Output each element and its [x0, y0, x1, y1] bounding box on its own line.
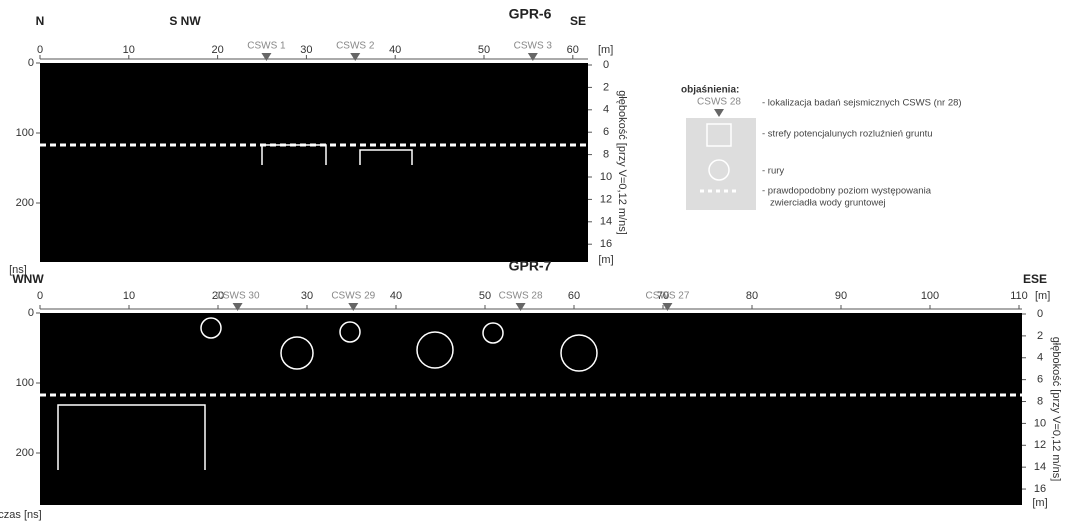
depth-tick-label: 6 [603, 126, 609, 138]
end-label: S NW [169, 14, 201, 28]
csws-label: CSWS 27 [645, 291, 689, 302]
depth-tick-label: 2 [1037, 330, 1043, 342]
csws-marker [662, 303, 673, 311]
depth-tick-label: 12 [600, 193, 612, 205]
time-tick-label: 0 [28, 57, 34, 69]
x-tick-label: 30 [300, 44, 312, 56]
time-tick-label: 200 [16, 197, 34, 209]
depth-tick-label: 4 [603, 104, 609, 116]
depth-tick-label: 14 [600, 216, 612, 228]
time-unit: czas [ns] [0, 509, 42, 521]
legend-item: - rury [762, 166, 784, 177]
x-tick-label: 60 [567, 44, 579, 56]
depth-tick-label: 0 [603, 59, 609, 71]
depth-tick-label: 2 [603, 81, 609, 93]
x-tick-label: 40 [390, 290, 402, 302]
depth-unit: [m] [1032, 497, 1047, 509]
x-unit: [m] [598, 44, 613, 56]
x-tick-label: 60 [568, 290, 580, 302]
depth-tick-label: 4 [1037, 352, 1043, 364]
csws-label: CSWS 29 [331, 291, 375, 302]
x-tick-label: 90 [835, 290, 847, 302]
depth-label: głębokość [przy V=0,12 m/ns] [1050, 337, 1062, 482]
csws-label: CSWS 30 [216, 291, 260, 302]
csws-marker [515, 303, 526, 311]
panel-title: GPR-7 [509, 258, 552, 274]
end-label: WNW [12, 272, 44, 286]
end-label: ESE [1023, 272, 1047, 286]
legend-item: - prawdopodobny poziom występowania [762, 186, 932, 197]
x-tick-label: 20 [212, 290, 224, 302]
legend-box [686, 118, 756, 210]
panel-title: GPR-6 [509, 6, 552, 22]
legend-csws: CSWS 28 [697, 97, 741, 108]
csws-marker [527, 53, 538, 61]
csws-marker [350, 53, 361, 61]
x-tick-label: 100 [921, 290, 939, 302]
depth-tick-label: 6 [1037, 374, 1043, 386]
depth-tick-label: 12 [1034, 439, 1046, 451]
legend-square [706, 123, 732, 147]
depth-tick-label: 8 [1037, 395, 1043, 407]
x-tick-label: 20 [211, 44, 223, 56]
legend-item: - lokalizacja badań sejsmicznych CSWS (n… [762, 98, 962, 109]
csws-label: CSWS 28 [499, 291, 543, 302]
legend-item: - strefy potencjalunych rozluźnień grunt… [762, 129, 933, 140]
x-tick-label: 80 [746, 290, 758, 302]
time-tick-label: 0 [28, 307, 34, 319]
x-tick-label: 0 [37, 290, 43, 302]
time-unit: [ns] [9, 264, 27, 276]
x-unit: [m] [1035, 290, 1050, 302]
x-tick-label: 30 [301, 290, 313, 302]
csws-marker [261, 53, 272, 61]
depth-tick-label: 10 [1034, 417, 1046, 429]
time-tick-label: 100 [16, 127, 34, 139]
depth-tick-label: 16 [600, 238, 612, 250]
x-tick-label: 0 [37, 44, 43, 56]
csws-marker [232, 303, 243, 311]
depth-unit: [m] [598, 254, 613, 266]
legend-circle [708, 159, 730, 181]
end-label: SE [570, 14, 586, 28]
csws-label: CSWS 2 [336, 41, 375, 52]
x-tick-label: 50 [479, 290, 491, 302]
time-tick-label: 200 [16, 447, 34, 459]
annotations [40, 143, 1022, 470]
csws-label: CSWS 1 [247, 41, 286, 52]
depth-tick-label: 8 [603, 149, 609, 161]
depth-tick-label: 14 [1034, 461, 1046, 473]
depth-tick-label: 16 [1034, 483, 1046, 495]
legend-triangle [714, 109, 724, 117]
x-tick-label: 50 [478, 44, 490, 56]
x-tick-label: 40 [389, 44, 401, 56]
radargram [40, 313, 1022, 505]
depth-tick-label: 10 [600, 171, 612, 183]
depth-label: głębokość [przy V=0,12 m/ns] [616, 90, 628, 235]
x-tick-label: 110 [1010, 290, 1028, 302]
legend-title: objaśnienia: [681, 85, 739, 96]
x-tick-label: 10 [123, 44, 135, 56]
end-label: N [36, 14, 45, 28]
time-tick-label: 100 [16, 377, 34, 389]
radargram [40, 63, 588, 262]
csws-marker [348, 303, 359, 311]
depth-tick-label: 0 [1037, 308, 1043, 320]
x-tick-label: 10 [123, 290, 135, 302]
csws-label: CSWS 3 [514, 41, 553, 52]
legend-item: zwierciadła wody gruntowej [770, 198, 886, 209]
x-tick-label: 70 [657, 290, 669, 302]
